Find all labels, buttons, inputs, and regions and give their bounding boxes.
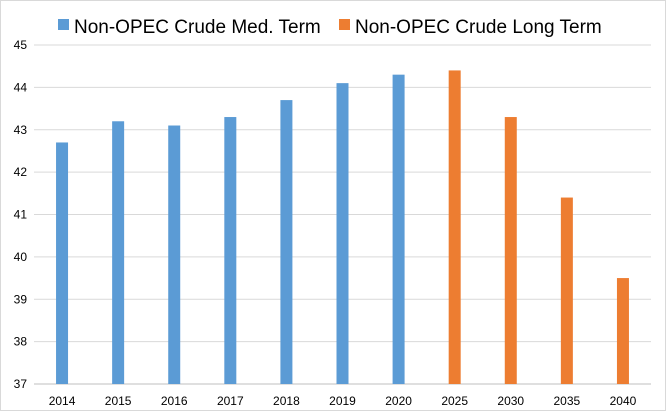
y-tick-labels: 37 38 39 40 41 42 43 44 45 (14, 38, 28, 391)
x-tick-label: 2019 (329, 394, 356, 408)
x-tick-label: 2018 (273, 394, 300, 408)
x-tick-label: 2020 (385, 394, 412, 408)
bar-med-term-2014 (56, 142, 69, 384)
x-tick-label: 2016 (161, 394, 188, 408)
bar-med-term-2020 (392, 74, 405, 384)
legend-swatch-long-term (339, 19, 350, 30)
legend: Non-OPEC Crude Med. Term Non-OPEC Crude … (58, 17, 602, 38)
x-tick-label: 2015 (105, 394, 132, 408)
y-tick-label: 42 (14, 165, 28, 179)
y-tick-label: 45 (14, 38, 28, 52)
bar-med-term-2017 (224, 117, 237, 384)
x-tick-label: 2025 (441, 394, 468, 408)
bars (56, 70, 629, 385)
y-tick-label: 44 (14, 80, 28, 94)
legend-label-med-term: Non-OPEC Crude Med. Term (74, 17, 321, 38)
x-tick-label: 2035 (554, 394, 581, 408)
y-tick-label: 41 (14, 208, 28, 222)
bar-long-term-2030 (504, 117, 517, 384)
x-tick-labels: 2014 2015 2016 2017 2018 2019 2020 2025 2030 2035… (49, 394, 637, 408)
x-tick-label: 2040 (610, 394, 637, 408)
legend-swatch-med-term (58, 19, 69, 30)
bar-med-term-2018 (280, 100, 293, 385)
bar-long-term-2040 (616, 278, 629, 384)
y-tick-label: 43 (14, 123, 28, 137)
bar-med-term-2019 (336, 83, 349, 384)
bar-med-term-2015 (112, 121, 125, 385)
bar-long-term-2025 (448, 70, 461, 385)
x-tick-label: 2030 (497, 394, 524, 408)
y-tick-label: 37 (14, 377, 28, 391)
y-tick-label: 38 (14, 335, 28, 349)
x-tick-label: 2014 (49, 394, 76, 408)
bar-long-term-2035 (560, 197, 573, 384)
bar-med-term-2016 (168, 125, 181, 384)
legend-label-long-term: Non-OPEC Crude Long Term (355, 17, 602, 38)
y-tick-label: 39 (14, 292, 28, 306)
x-tick-label: 2017 (217, 394, 244, 408)
y-tick-label: 40 (14, 250, 28, 264)
